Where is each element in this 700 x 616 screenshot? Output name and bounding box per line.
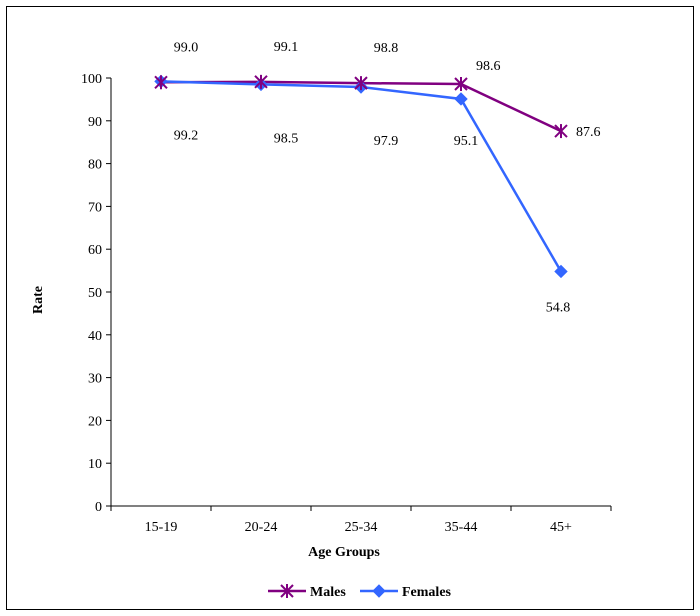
data-label-males: 98.8	[374, 41, 399, 56]
data-label-females: 97.9	[374, 134, 399, 149]
legend-marker-females	[372, 584, 386, 598]
y-tick-label: 50	[88, 286, 102, 301]
x-tick-label: 15-19	[145, 520, 178, 535]
data-point-females	[454, 92, 468, 106]
x-tick-label: 45+	[550, 520, 572, 535]
data-label-males: 99.0	[174, 40, 199, 55]
data-label-females: 99.2	[174, 128, 199, 143]
data-labels: 99.0 99.1 98.8 98.6 87.6 99.2 98.5 97.9 95.1 54.8	[174, 40, 601, 316]
data-point-males	[154, 75, 168, 90]
data-label-females: 54.8	[546, 300, 571, 315]
data-label-males: 99.1	[274, 40, 299, 55]
data-label-females: 98.5	[274, 131, 299, 146]
data-point-males	[254, 74, 268, 89]
y-tick-label: 40	[88, 329, 102, 344]
data-label-males: 98.6	[476, 59, 501, 74]
x-tick-label: 20-24	[245, 520, 278, 535]
data-point-males	[354, 76, 368, 91]
x-tick-label: 25-34	[345, 520, 378, 535]
x-axis-title: Age Groups	[308, 545, 380, 560]
y-tick-label: 0	[95, 500, 102, 515]
y-tick-label: 100	[81, 72, 102, 87]
series-line-females	[160, 80, 563, 273]
y-tick-label: 80	[88, 158, 102, 173]
chart-frame	[6, 6, 694, 610]
y-tick-label: 70	[88, 200, 102, 215]
x-ticks: 15-19 20-24 25-34 35-44 45+	[110, 506, 612, 535]
y-tick-label: 10	[88, 457, 102, 472]
legend: Males Females	[268, 584, 452, 600]
legend-label-males: Males	[310, 585, 346, 600]
y-tick-label: 90	[88, 115, 102, 130]
data-point-males	[554, 124, 568, 139]
y-axis-title: Rate	[31, 286, 46, 314]
data-point-males	[454, 76, 468, 91]
y-ticks: 0 10 20 30 40 50 60 70 80 90 100	[81, 72, 111, 515]
data-point-females	[554, 264, 568, 279]
legend-label-females: Females	[402, 585, 452, 600]
series-layer	[154, 74, 568, 279]
y-tick-label: 60	[88, 243, 102, 258]
data-label-males: 87.6	[576, 125, 601, 140]
x-tick-label: 35-44	[445, 520, 478, 535]
data-label-females: 95.1	[454, 134, 479, 149]
legend-marker-males	[280, 584, 294, 598]
y-tick-label: 30	[88, 372, 102, 387]
y-tick-label: 20	[88, 414, 102, 429]
